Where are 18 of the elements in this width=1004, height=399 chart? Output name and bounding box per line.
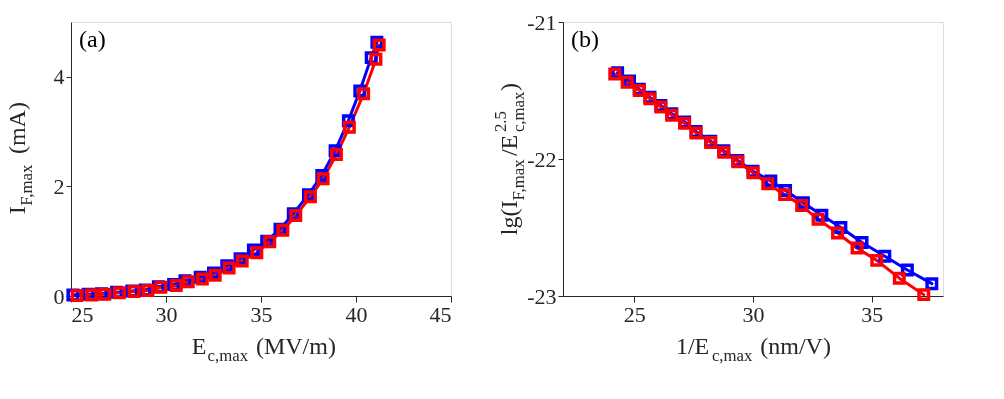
x-tick-label: 35 — [861, 301, 884, 327]
annotation: (b) — [571, 26, 599, 52]
x-tick-label: 30 — [742, 301, 765, 327]
text: lg(IF,max/Ec,max2.5) — [491, 82, 528, 236]
y-tick-label: -21 — [527, 9, 557, 35]
x-tick-label: 25 — [623, 301, 646, 327]
x-tick-label: 35 — [250, 301, 273, 327]
y-tick-label: -23 — [527, 283, 557, 309]
y-tick-label: 2 — [53, 173, 65, 199]
x-tick-label: 30 — [155, 301, 178, 327]
y-axis-title: IF,max (mA) — [4, 102, 36, 215]
annotation: (a) — [79, 26, 106, 52]
y-tick-label: 0 — [53, 283, 65, 309]
x-tick-label: 45 — [429, 301, 452, 327]
y-tick-label: 4 — [53, 64, 65, 90]
x-tick-label: 25 — [71, 301, 94, 327]
x-tick-label: 40 — [345, 301, 368, 327]
y-tick-label: -22 — [527, 146, 557, 172]
